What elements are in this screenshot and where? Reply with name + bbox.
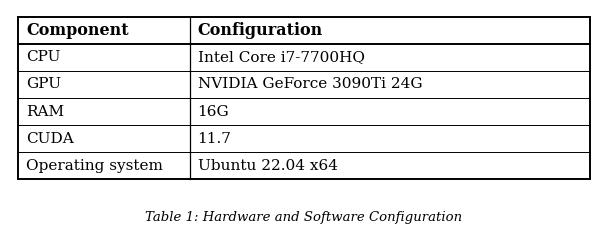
Text: CUDA: CUDA	[26, 132, 74, 145]
Text: Ubuntu 22.04 x64: Ubuntu 22.04 x64	[198, 159, 337, 173]
Text: Component: Component	[26, 22, 129, 39]
Text: Table 1: Hardware and Software Configuration: Table 1: Hardware and Software Configura…	[145, 211, 463, 224]
Text: 11.7: 11.7	[198, 132, 232, 145]
Text: CPU: CPU	[26, 51, 61, 64]
Text: GPU: GPU	[26, 77, 61, 91]
Text: NVIDIA GeForce 3090Ti 24G: NVIDIA GeForce 3090Ti 24G	[198, 77, 422, 91]
Text: 16G: 16G	[198, 105, 229, 119]
Text: Operating system: Operating system	[26, 159, 163, 173]
Text: Configuration: Configuration	[198, 22, 323, 39]
Text: Intel Core i7-7700HQ: Intel Core i7-7700HQ	[198, 51, 365, 64]
Text: RAM: RAM	[26, 105, 64, 119]
